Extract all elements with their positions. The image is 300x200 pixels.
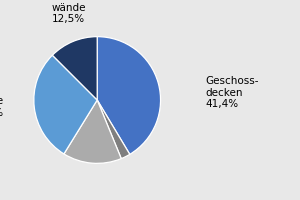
Wedge shape [34, 55, 97, 154]
Text: Unterzüge
28,7%: Unterzüge 28,7% [0, 96, 4, 118]
Wedge shape [97, 37, 160, 154]
Wedge shape [64, 100, 121, 163]
Wedge shape [52, 37, 97, 100]
Text: wände
12,5%: wände 12,5% [51, 3, 86, 24]
Text: Geschoss-
decken
41,4%: Geschoss- decken 41,4% [205, 76, 259, 109]
Wedge shape [97, 100, 130, 159]
